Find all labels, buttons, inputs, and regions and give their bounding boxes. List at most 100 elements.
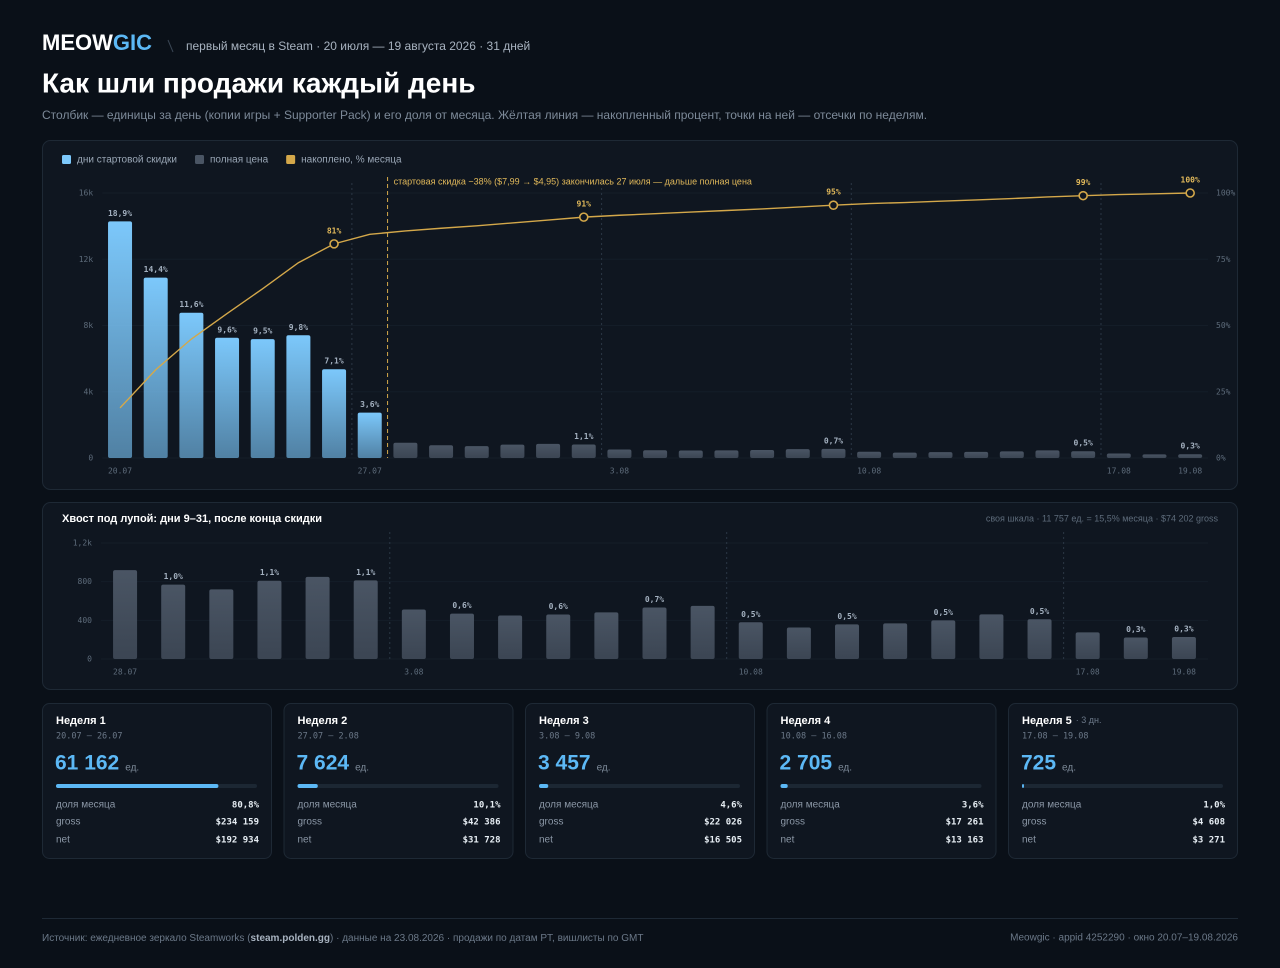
week-title: Неделя 2 (298, 715, 348, 727)
bar (1142, 454, 1167, 458)
bar (429, 445, 454, 458)
subtitle: первый месяц в Steam · 20 июля — 19 авгу… (186, 39, 530, 53)
row-label: доля месяца (1022, 800, 1082, 811)
week-units: 2 705 (780, 752, 833, 775)
week-title-text: Неделя 2 (298, 715, 348, 727)
bar-label: 0,7% (645, 595, 664, 604)
bar-label: 14,4% (144, 265, 168, 274)
bar (714, 450, 739, 458)
bar (161, 584, 186, 659)
bar-label: 0,6% (452, 601, 471, 610)
row-value: $3 271 (1192, 836, 1225, 846)
week-marker (578, 212, 589, 222)
week-dates: 17.08 — 19.08 (1022, 732, 1089, 742)
bar-label: 9,6% (217, 325, 236, 334)
y2-tick-label: 25% (1216, 387, 1231, 396)
bar (1035, 450, 1060, 458)
bar (500, 444, 525, 458)
share-bar (1022, 784, 1025, 788)
footer-link: steam.polden.gg (251, 933, 330, 944)
chart-title: Хвост под лупой: дни 9–31, после конца с… (62, 513, 322, 525)
bar-label: 1,1% (260, 568, 279, 577)
bar (393, 442, 418, 458)
row-label: net (298, 835, 312, 846)
week-title-text: Неделя 1 (56, 715, 106, 727)
row-label: доля месяца (539, 800, 599, 811)
bar-label: 0,7% (824, 436, 843, 445)
bar-label: 0,5% (837, 612, 856, 621)
y-tick-label: 0 (87, 655, 92, 664)
bar (883, 623, 908, 659)
bar-label: 0,5% (1074, 439, 1093, 448)
x-tick-label: 17.08 (1107, 467, 1131, 476)
week-dates: 20.07 — 26.07 (56, 732, 123, 742)
x-tick-label: 3.08 (404, 668, 423, 677)
week-card (283, 703, 514, 859)
share-bar (297, 784, 318, 788)
bar-label: 0,5% (1030, 607, 1049, 616)
week-unit: ед. (125, 763, 139, 774)
week-title-text: Неделя 4 (781, 715, 832, 727)
bar (892, 452, 917, 458)
week-unit: ед. (355, 763, 369, 774)
week-dates: 27.07 — 2.08 (298, 732, 359, 742)
bar (786, 627, 811, 659)
bar (464, 446, 489, 458)
y2-tick-label: 50% (1216, 321, 1231, 330)
row-label: gross (781, 817, 805, 828)
bar (1106, 453, 1131, 458)
row-label: доля месяца (781, 800, 841, 811)
bar (1071, 451, 1096, 458)
footer-right: Meowgic · appid 4252290 · окно 20.07–19.… (1010, 933, 1238, 944)
week-marker (1078, 190, 1088, 201)
bar (821, 448, 846, 458)
bar (999, 451, 1024, 458)
bar (642, 607, 667, 659)
bar (643, 450, 668, 458)
bar (594, 612, 619, 659)
bar (931, 620, 956, 659)
footer-source: Источник: ежедневное зеркало Steamworks … (42, 933, 643, 944)
bar (250, 339, 275, 458)
row-value: $16 505 (704, 836, 742, 846)
row-value: 80,8% (232, 801, 260, 811)
description: Столбик — единицы за день (копии игры + … (42, 108, 927, 122)
y-tick-label: 4k (84, 387, 94, 396)
legend-label: дни стартовой скидки (77, 155, 177, 166)
share-track (780, 784, 982, 788)
share-bar (56, 784, 219, 788)
legend-swatch (286, 155, 296, 164)
bar (835, 624, 860, 659)
row-label: net (1022, 835, 1036, 846)
bar (536, 443, 561, 458)
row-value: $234 159 (216, 818, 259, 828)
bar (179, 312, 204, 458)
marker-label: 81% (327, 226, 342, 235)
week-title: Неделя 3 (539, 715, 589, 727)
x-tick-label: 3.08 (610, 467, 629, 476)
bar (305, 576, 330, 659)
week-card (525, 703, 755, 859)
week-marker (1185, 188, 1195, 198)
bar (928, 452, 953, 458)
week-card (42, 703, 272, 859)
y2-tick-label: 0% (1216, 454, 1226, 463)
annotation: стартовая скидка −38% ($7,99 → $4,95) за… (394, 176, 752, 186)
marker-label: 99% (1076, 178, 1091, 187)
x-tick-label: 19.08 (1178, 467, 1202, 476)
row-value: $42 386 (463, 818, 501, 828)
bar (979, 614, 1004, 659)
bar (357, 412, 382, 458)
bar-label: 9,5% (253, 327, 272, 336)
marker-label: 91% (577, 200, 592, 209)
row-label: net (56, 835, 70, 846)
bar (286, 335, 311, 458)
y-tick-label: 16k (79, 189, 94, 198)
week-units: 61 162 (55, 752, 119, 775)
y-tick-label: 0 (88, 454, 93, 463)
logo-part: GIC (113, 30, 152, 55)
y-tick-label: 8k (84, 321, 94, 330)
row-value: $17 261 (946, 818, 984, 828)
y-tick-label: 1,2k (73, 539, 92, 548)
